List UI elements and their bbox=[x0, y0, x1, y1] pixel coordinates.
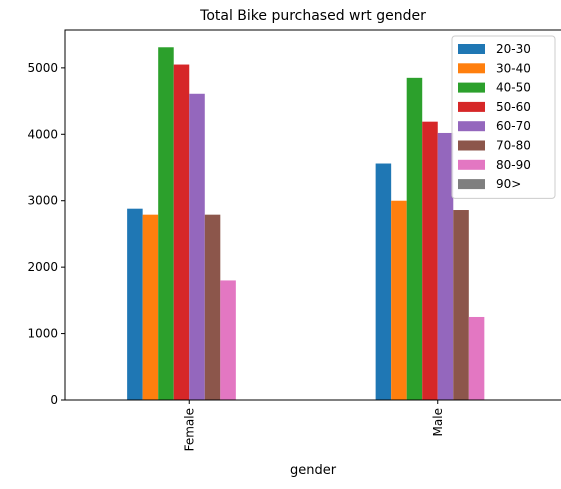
legend-label: 80-90 bbox=[496, 158, 531, 172]
y-tick-label: 4000 bbox=[27, 127, 58, 141]
bar-4050-female bbox=[158, 47, 174, 401]
bar-8090-male bbox=[468, 316, 485, 400]
bar-6070-female bbox=[189, 93, 205, 401]
y-axis: 0 1000 2000 3000 4000 5000 bbox=[27, 61, 65, 407]
bar-5060-male bbox=[422, 121, 438, 401]
bar-3040-male bbox=[391, 200, 407, 400]
legend-label: 20-30 bbox=[496, 42, 531, 56]
legend-label: 60-70 bbox=[496, 119, 531, 133]
legend-swatch bbox=[458, 140, 485, 151]
y-tick-label: 5000 bbox=[27, 61, 58, 75]
x-tick-label-male: Male bbox=[431, 408, 445, 436]
bar-4050-male bbox=[406, 77, 423, 400]
legend-swatch bbox=[458, 101, 485, 112]
bar-7080-male bbox=[453, 210, 469, 400]
legend-label: 50-60 bbox=[496, 100, 531, 114]
bar-5060-female bbox=[173, 64, 190, 400]
legend-swatch bbox=[458, 82, 485, 93]
legend-swatch bbox=[458, 159, 485, 170]
bar-6070-male bbox=[437, 132, 454, 400]
bar-2030-female bbox=[127, 208, 143, 400]
legend-label: 70-80 bbox=[496, 139, 531, 153]
bar-2030-male bbox=[375, 163, 392, 400]
legend-label: 90> bbox=[496, 177, 521, 191]
bar-8090-female bbox=[220, 280, 236, 400]
legend-swatch bbox=[458, 44, 485, 54]
y-tick-label: 3000 bbox=[27, 194, 58, 208]
y-tick-label: 2000 bbox=[27, 260, 58, 274]
chart-title: Total Bike purchased wrt gender bbox=[199, 8, 426, 24]
y-tick-label: 0 bbox=[50, 393, 58, 407]
x-axis-label: gender bbox=[290, 463, 337, 478]
plot-frame bbox=[64, 29, 561, 401]
bar-3040-female bbox=[142, 214, 159, 400]
legend-frame bbox=[451, 35, 556, 199]
x-tick-label-female: Female bbox=[182, 408, 196, 451]
bars-group bbox=[127, 47, 485, 401]
legend-swatch bbox=[458, 121, 485, 132]
bar-7080-female bbox=[204, 214, 221, 400]
legend: 20-30 30-40 40-50 50-60 60-70 70-80 80-90 90> bbox=[451, 35, 556, 199]
legend-label: 30-40 bbox=[496, 61, 531, 75]
legend-swatch bbox=[458, 63, 485, 74]
legend-label: 40-50 bbox=[496, 81, 531, 95]
y-tick-label: 1000 bbox=[27, 327, 58, 341]
x-axis: Female Male bbox=[182, 400, 445, 451]
legend-swatch bbox=[458, 179, 485, 190]
